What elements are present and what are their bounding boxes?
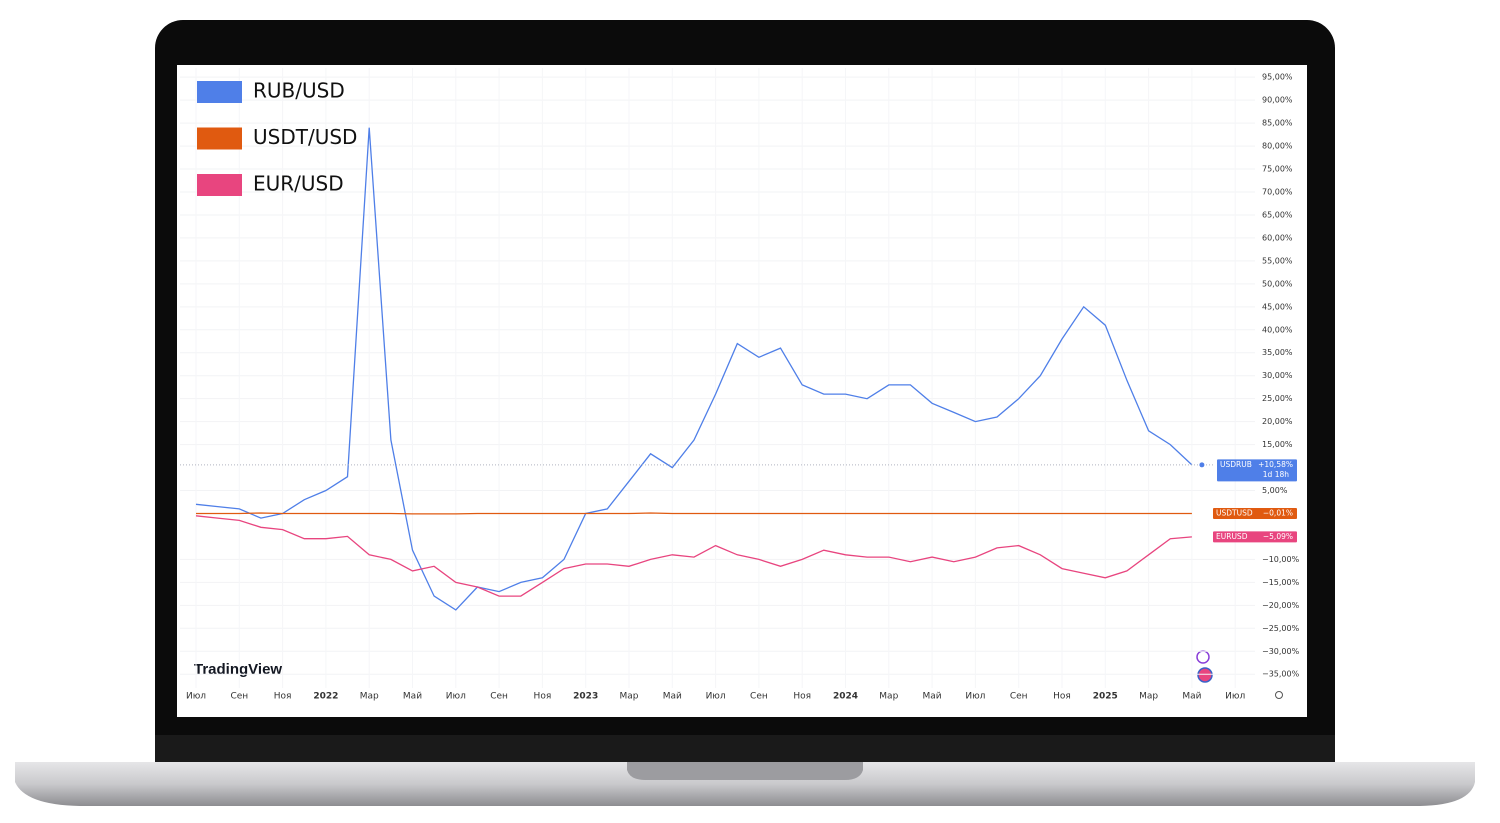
- x-tick-label: Мар: [360, 692, 379, 702]
- x-tick-label: Май: [1182, 692, 1201, 702]
- x-tick-label: Мар: [620, 692, 639, 702]
- y-tick-label: 40,00%: [1262, 325, 1293, 334]
- series-line: [196, 512, 1192, 515]
- y-tick-label: 60,00%: [1262, 233, 1293, 242]
- plot: 95,00% 90,00% 85,00% 80,00% 75,00% 70,00% 65,0…: [180, 68, 1300, 702]
- badge-ticker: USDRUB: [1220, 460, 1252, 469]
- y-tick-label: 5,00%: [1262, 486, 1288, 495]
- x-tick-label: 2022: [313, 692, 338, 702]
- y-tick-label: −15,00%: [1262, 578, 1300, 587]
- series-line: [195, 515, 1192, 597]
- y-tick-label: 50,00%: [1262, 279, 1293, 288]
- x-tick-label: Сен: [1010, 692, 1028, 702]
- watermark: TradingView: [194, 661, 282, 678]
- x-tick-label: Июл: [446, 692, 466, 702]
- x-tick-label: Мар: [1139, 692, 1158, 702]
- x-tick-label: Ноя: [274, 692, 292, 702]
- badge-ticker: USDTUSD: [1216, 509, 1253, 518]
- legend-swatch: [197, 81, 242, 103]
- x-tick-label: Июл: [706, 692, 726, 702]
- x-tick-label: 2025: [1093, 692, 1118, 702]
- badge: [1213, 531, 1297, 543]
- y-tick-label: 55,00%: [1262, 256, 1293, 265]
- flag-icon[interactable]: [1197, 667, 1213, 683]
- bezel-bottom: [155, 735, 1335, 763]
- x-tick-label: Июл: [965, 692, 985, 702]
- x-tick-label: 2023: [573, 692, 598, 702]
- x-tick-label: Сен: [490, 692, 508, 702]
- legend-label: USDT/USD: [253, 125, 357, 149]
- badge-countdown: 1d 18h: [1263, 470, 1289, 479]
- y-tick-label: 70,00%: [1262, 188, 1293, 197]
- legend-swatch: [197, 127, 242, 150]
- laptop-notch: [627, 762, 863, 780]
- legend-label: EUR/USD: [253, 172, 344, 196]
- badge: [1217, 459, 1297, 482]
- x-tick-label: Мар: [879, 692, 898, 702]
- y-tick-label: 95,00%: [1262, 73, 1293, 82]
- x-tick-label: Май: [923, 692, 942, 702]
- y-tick-label: −35,00%: [1262, 670, 1300, 679]
- y-tick-label: −30,00%: [1262, 647, 1300, 656]
- y-tick-label: 30,00%: [1262, 371, 1293, 380]
- x-tick-label: Май: [403, 692, 422, 702]
- y-tick-label: 65,00%: [1262, 210, 1293, 219]
- screen: [177, 65, 1307, 717]
- legend-label: RUB/USD: [253, 79, 345, 103]
- x-tick-label: Сен: [230, 692, 248, 702]
- legend-swatch: [197, 174, 242, 196]
- x-tick-label: Май: [663, 692, 682, 702]
- tv-logo: TradingView: [194, 661, 282, 678]
- y-tick-label: −25,00%: [1262, 624, 1300, 633]
- y-tick-label: 20,00%: [1262, 417, 1293, 426]
- x-tick-label: 2024: [833, 692, 858, 702]
- y-tick-label: 80,00%: [1262, 142, 1293, 151]
- last-point: [1199, 462, 1205, 468]
- x-tick-label: Июл: [1225, 692, 1245, 702]
- badge-value: +10,58%: [1258, 460, 1293, 469]
- laptop-base: [15, 762, 1475, 806]
- y-tick-label: 25,00%: [1262, 394, 1293, 403]
- x-tick-label: Ноя: [793, 692, 811, 702]
- series-line: [195, 127, 1193, 611]
- settings-icon[interactable]: [1275, 691, 1283, 699]
- x-tick-label: Сен: [750, 692, 768, 702]
- x-tick-label: Ноя: [534, 692, 552, 702]
- y-tick-label: 35,00%: [1262, 348, 1293, 357]
- y-tick-label: −20,00%: [1262, 601, 1300, 610]
- x-tick-label: Июл: [186, 692, 206, 702]
- y-tick-label: 90,00%: [1262, 96, 1293, 105]
- y-tick-label: 45,00%: [1262, 302, 1293, 311]
- y-tick-label: 85,00%: [1262, 119, 1293, 128]
- badge-ticker: EURUSD: [1216, 532, 1248, 541]
- y-tick-label: 75,00%: [1262, 165, 1293, 174]
- badge-value: −5,09%: [1263, 532, 1293, 541]
- badge-value: −0,01%: [1263, 509, 1293, 518]
- y-tick-label: −10,00%: [1262, 555, 1300, 564]
- y-tick-label: 15,00%: [1262, 440, 1293, 449]
- x-tick-label: Ноя: [1053, 692, 1071, 702]
- badge: [1213, 508, 1297, 520]
